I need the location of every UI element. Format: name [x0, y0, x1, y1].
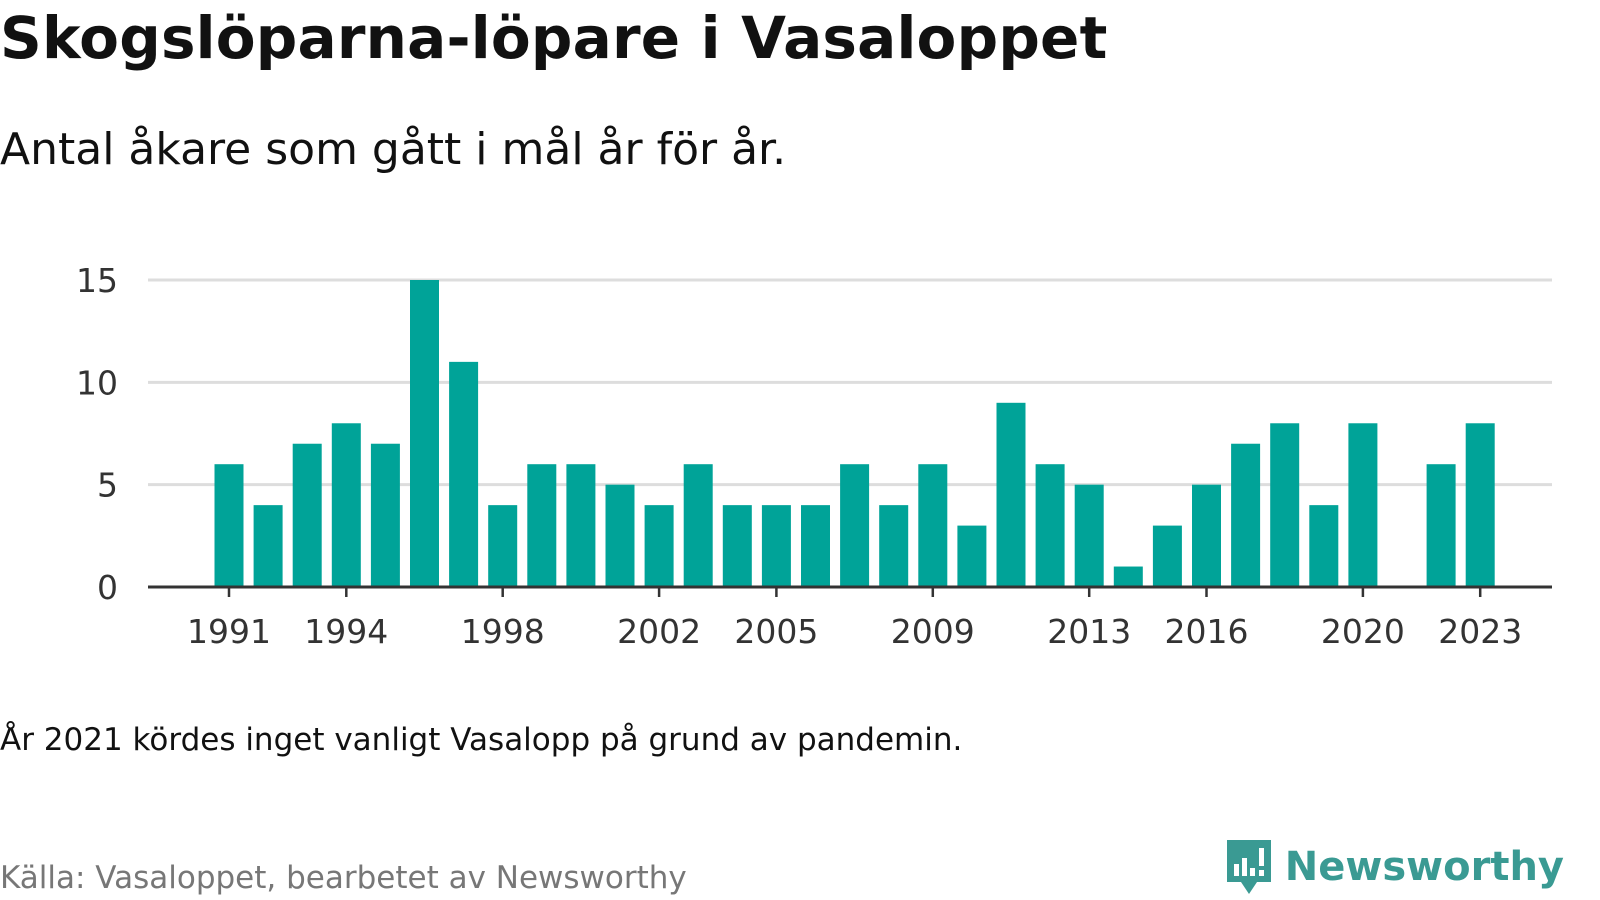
chart-subtitle: Antal åkare som gått i mål år för år.: [0, 124, 787, 175]
bar: [1113, 566, 1143, 587]
x-tick-label: 2023: [1438, 612, 1522, 651]
y-tick-label: 15: [76, 261, 118, 300]
bar: [566, 464, 596, 587]
chart-note: År 2021 kördes inget vanligt Vasalopp på…: [0, 722, 963, 758]
bar: [1270, 423, 1300, 587]
x-tick-label: 2020: [1321, 612, 1405, 651]
brand-logo: Newsworthy: [1223, 838, 1564, 896]
x-tick-label: 2002: [617, 612, 701, 651]
bar: [879, 505, 909, 587]
bar: [1192, 484, 1221, 587]
chart-title: Skogslöparna-löpare i Vasaloppet: [0, 4, 1108, 72]
bar: [1348, 423, 1378, 587]
x-tick-label: 2009: [891, 612, 975, 651]
bar: [605, 484, 635, 587]
bar: [292, 443, 322, 587]
bar-chart: 0 5 10 15 1991 1994 1998 2002 2005 2009 2013 2016 20…: [76, 261, 1552, 651]
bar: [840, 464, 870, 587]
bar: [1074, 484, 1104, 587]
bar: [1309, 505, 1339, 587]
newsworthy-logo-icon: [1226, 840, 1271, 894]
bar: [1231, 443, 1261, 587]
brand-name: Newsworthy: [1284, 844, 1564, 890]
bar: [410, 280, 439, 587]
bar: [331, 423, 361, 587]
x-tick-label: 2013: [1047, 612, 1131, 651]
bar: [761, 505, 791, 587]
x-tick-label: 1998: [461, 612, 545, 651]
bar: [957, 525, 987, 587]
x-tick-label: 1994: [304, 612, 388, 651]
bar: [801, 505, 830, 587]
bar: [1035, 464, 1065, 587]
x-tick-label: 1991: [187, 612, 271, 651]
bar: [722, 505, 752, 587]
bar: [488, 505, 518, 587]
y-tick-label: 10: [76, 363, 118, 402]
y-tick-label: 0: [97, 568, 118, 607]
bar: [996, 402, 1026, 587]
bar: [214, 464, 244, 587]
bar: [1426, 464, 1456, 587]
x-tick-label: 2016: [1165, 612, 1249, 651]
bar: [1152, 525, 1182, 587]
bar: [449, 361, 479, 587]
x-tick-label: 2005: [734, 612, 818, 651]
bar: [683, 464, 713, 587]
bar: [370, 443, 400, 587]
bar: [918, 464, 948, 587]
y-tick-label: 5: [97, 466, 118, 505]
bar: [1465, 423, 1495, 587]
bar: [644, 505, 674, 587]
bar: [527, 464, 557, 587]
bar: [253, 505, 283, 587]
source-text: Källa: Vasaloppet, bearbetet av Newswort…: [0, 860, 687, 896]
